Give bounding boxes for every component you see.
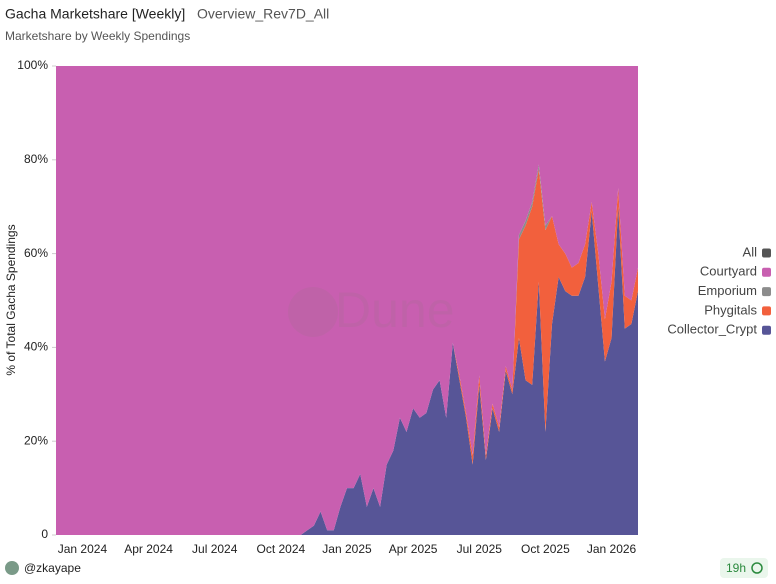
y-tick-label: 60% xyxy=(24,246,48,260)
age: 19h xyxy=(726,561,746,575)
legend-swatch xyxy=(762,325,771,335)
author-avatar xyxy=(5,561,19,575)
legend-swatch xyxy=(762,267,771,277)
chart-subtitle: Marketshare by Weekly Spendings xyxy=(5,29,190,43)
legend-swatch xyxy=(762,287,771,297)
author[interactable]: @zkayape xyxy=(24,561,81,575)
y-axis-label: % of Total Gacha Spendings xyxy=(4,224,18,375)
area xyxy=(56,206,638,535)
y-tick-label: 80% xyxy=(24,152,48,166)
y-tick-label: 40% xyxy=(24,340,48,354)
legend-label: All xyxy=(743,244,758,259)
check-icon xyxy=(751,562,763,574)
legend-swatch xyxy=(762,306,771,316)
legend-label: Courtyard xyxy=(700,264,757,279)
watermark-logo xyxy=(288,287,338,337)
chart-title: Gacha Marketshare [Weekly] xyxy=(5,6,185,22)
plot-area xyxy=(56,66,638,536)
x-tick-label: Apr 2024 xyxy=(124,542,173,556)
x-tick-label: Jan 2025 xyxy=(322,542,372,556)
x-tick-label: Jan 2024 xyxy=(58,542,108,556)
x-tick-label: Jul 2025 xyxy=(457,542,503,556)
query-name: Overview_Rev7D_All xyxy=(197,6,329,22)
watermark-text: Dune xyxy=(335,282,455,338)
y-tick-label: 0 xyxy=(41,527,48,541)
legend-label: Phygitals xyxy=(704,302,757,317)
x-tick-label: Oct 2024 xyxy=(257,542,306,556)
legend-label: Collector_Crypt xyxy=(667,322,757,337)
area xyxy=(56,169,638,535)
x-tick-label: Oct 2025 xyxy=(521,542,570,556)
watermark: Dune xyxy=(288,282,455,338)
y-tick-label: 20% xyxy=(24,433,48,447)
legend-label: Emporium xyxy=(698,283,757,298)
legend-swatch xyxy=(762,248,771,258)
y-tick-label: 100% xyxy=(17,58,48,72)
x-tick-label: Jul 2024 xyxy=(192,542,238,556)
x-tick-label: Apr 2025 xyxy=(389,542,438,556)
area xyxy=(56,66,638,535)
x-tick-label: Jan 2026 xyxy=(587,542,637,556)
